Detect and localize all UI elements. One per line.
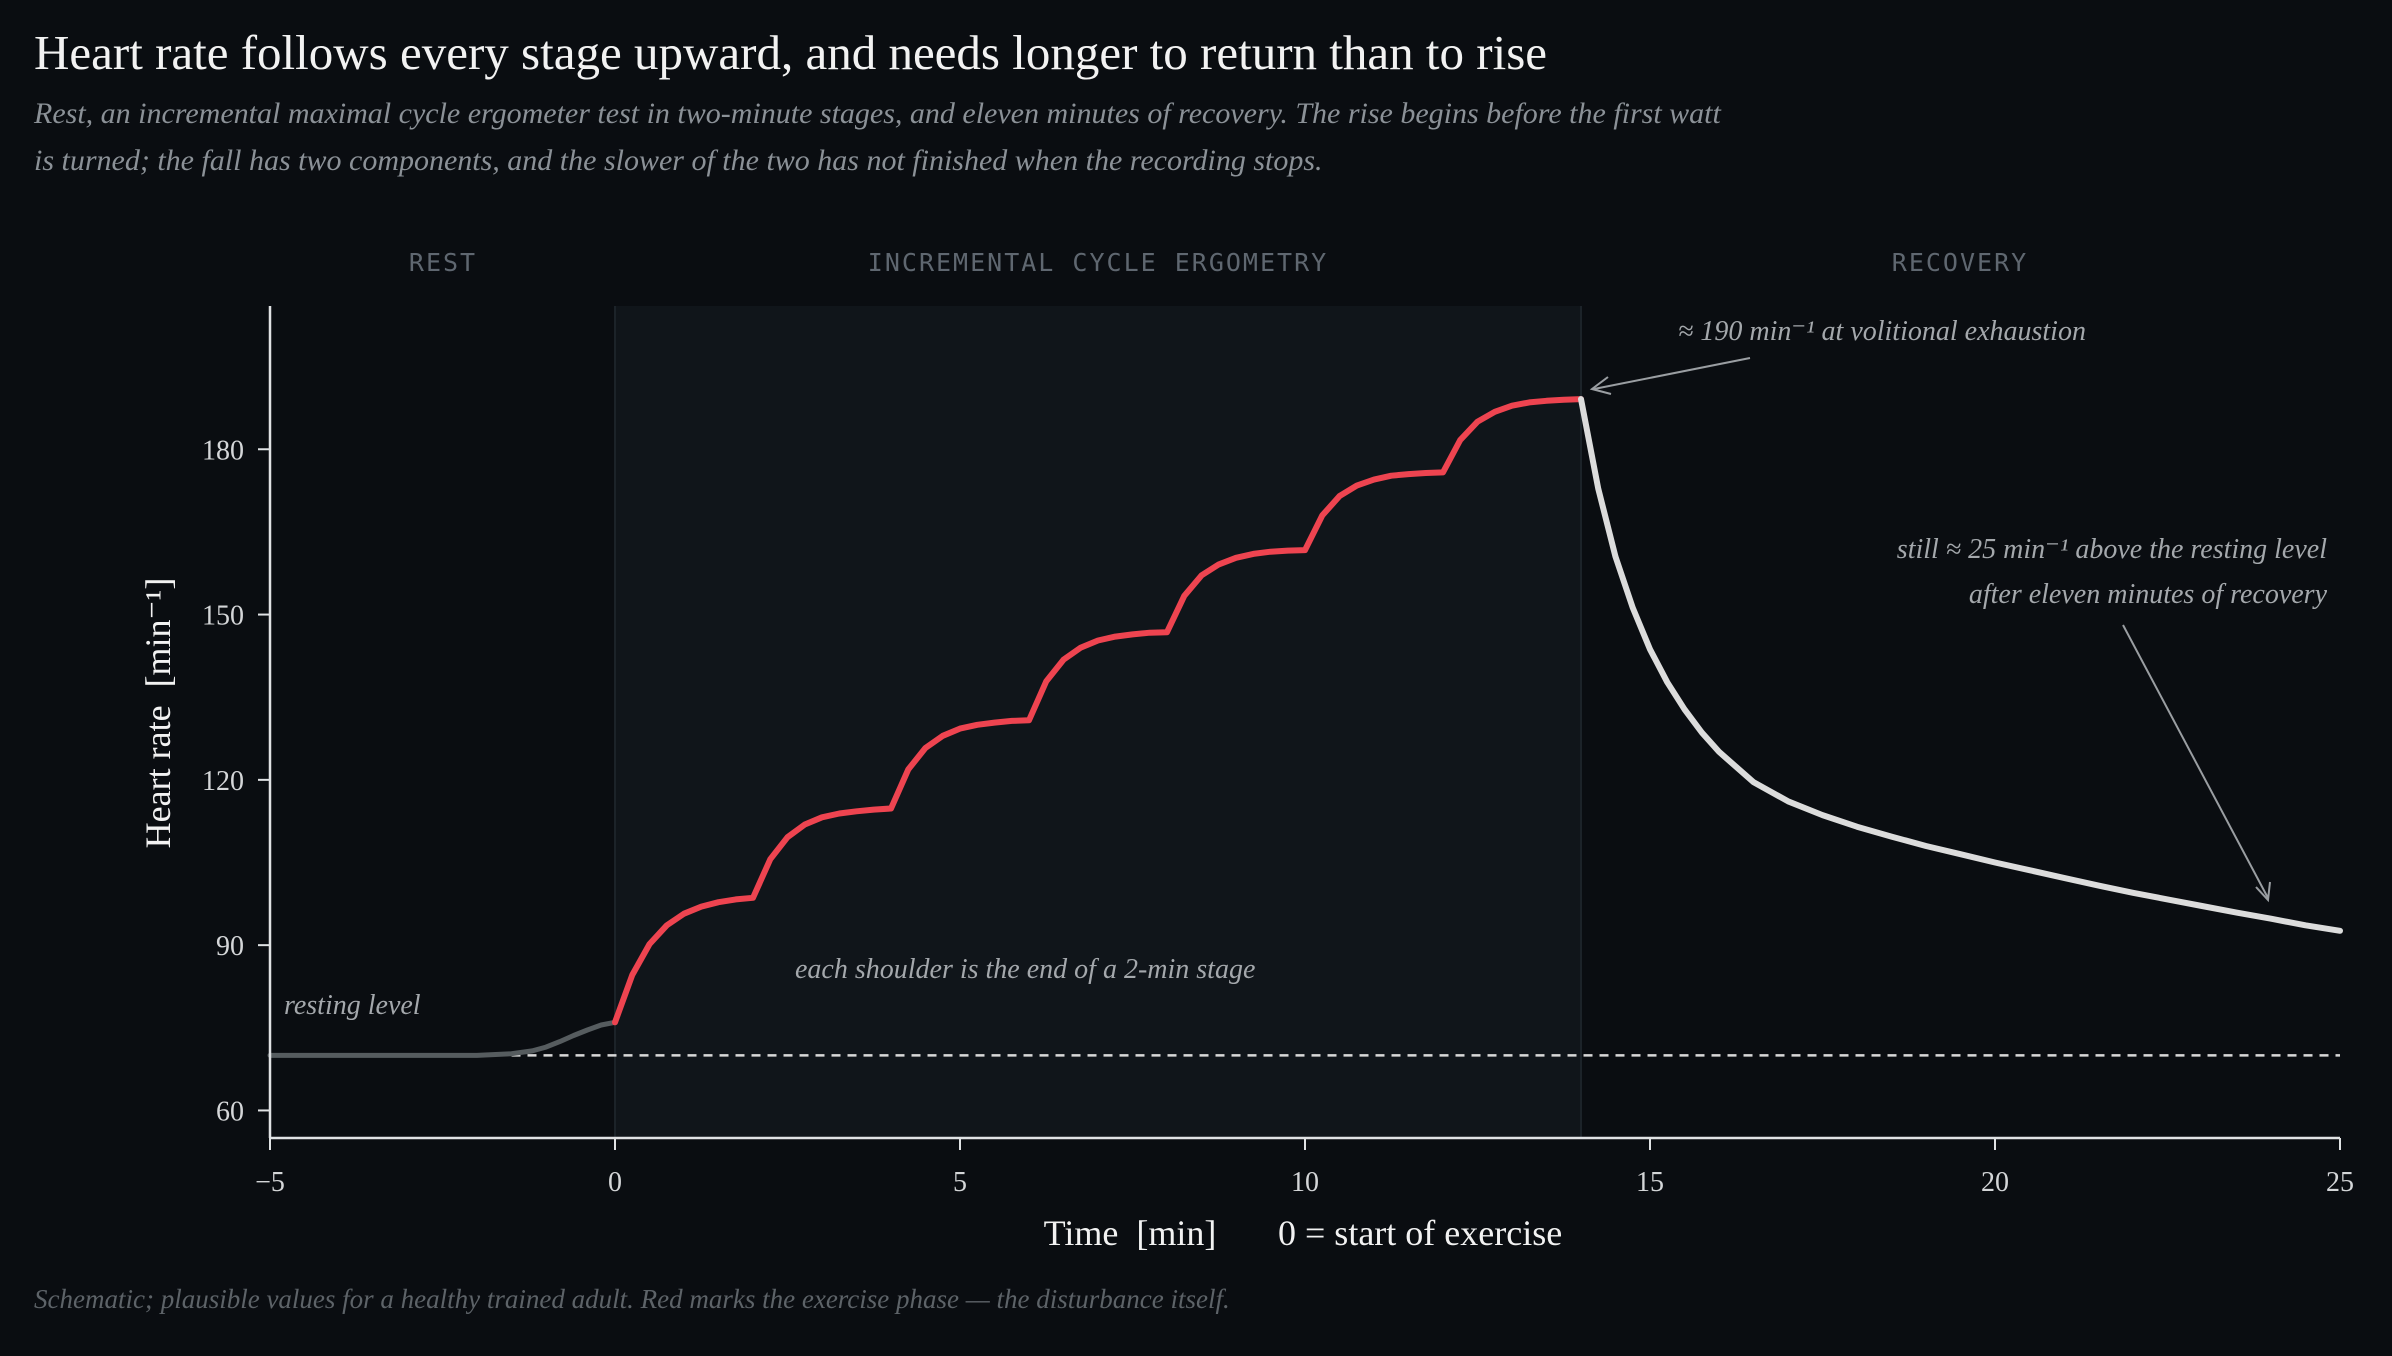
y-tick-label: 90 <box>216 931 244 962</box>
annotation-peak: ≈ 190 min⁻¹ at volitional exhaustion <box>1678 316 2086 347</box>
y-tick-label: 180 <box>202 435 244 466</box>
x-tick-label: 0 <box>608 1167 622 1198</box>
phase-label-recovery: RECOVERY <box>1892 248 2028 277</box>
x-tick-label: 10 <box>1291 1167 1319 1198</box>
x-tick-label: 5 <box>953 1167 967 1198</box>
exercise-phase-band <box>615 306 1581 1138</box>
annotation-recovery-arrowhead <box>2255 881 2271 903</box>
annotation-stage-shoulder: each shoulder is the end of a 2-min stag… <box>795 954 1255 985</box>
footnote: Schematic; plausible values for a health… <box>34 1284 1230 1314</box>
x-tick-label: 15 <box>1636 1167 1664 1198</box>
annotation-recovery-line2: after eleven minutes of recovery <box>1969 579 2328 610</box>
phase-label-exercise: INCREMENTAL CYCLE ERGOMETRY <box>868 248 1328 277</box>
y-tick-label: 120 <box>202 766 244 797</box>
series-line-recovery <box>1578 396 2343 934</box>
y-tick-label: 150 <box>202 601 244 632</box>
annotation-recovery-line1: still ≈ 25 min⁻¹ above the resting level <box>1897 534 2327 565</box>
x-tick-label: 20 <box>1981 1167 2009 1198</box>
y-axis-label: Heart rate [min⁻¹] <box>138 578 178 849</box>
chart-title: Heart rate follows every stage upward, a… <box>34 25 1548 80</box>
phase-label-rest: REST <box>409 248 477 277</box>
annotation-peak-arrow <box>1593 357 1751 390</box>
chart-subtitle: Rest, an incremental maximal cycle ergom… <box>34 97 1721 177</box>
y-tick-label: 60 <box>216 1096 244 1127</box>
x-axis-note: 0 = start of exercise <box>1278 1213 1562 1253</box>
series-line-rest <box>267 1019 618 1058</box>
x-axis-label: Time [min] <box>1044 1213 1217 1253</box>
annotation-recovery-arrow <box>2122 624 2269 899</box>
series-line-exercise <box>612 396 1584 1026</box>
annotation-resting-level: resting level <box>284 990 421 1021</box>
annotation-peak-arrowhead <box>1589 376 1612 395</box>
x-tick-label: 25 <box>2326 1167 2354 1198</box>
x-tick-label: −5 <box>255 1167 285 1198</box>
